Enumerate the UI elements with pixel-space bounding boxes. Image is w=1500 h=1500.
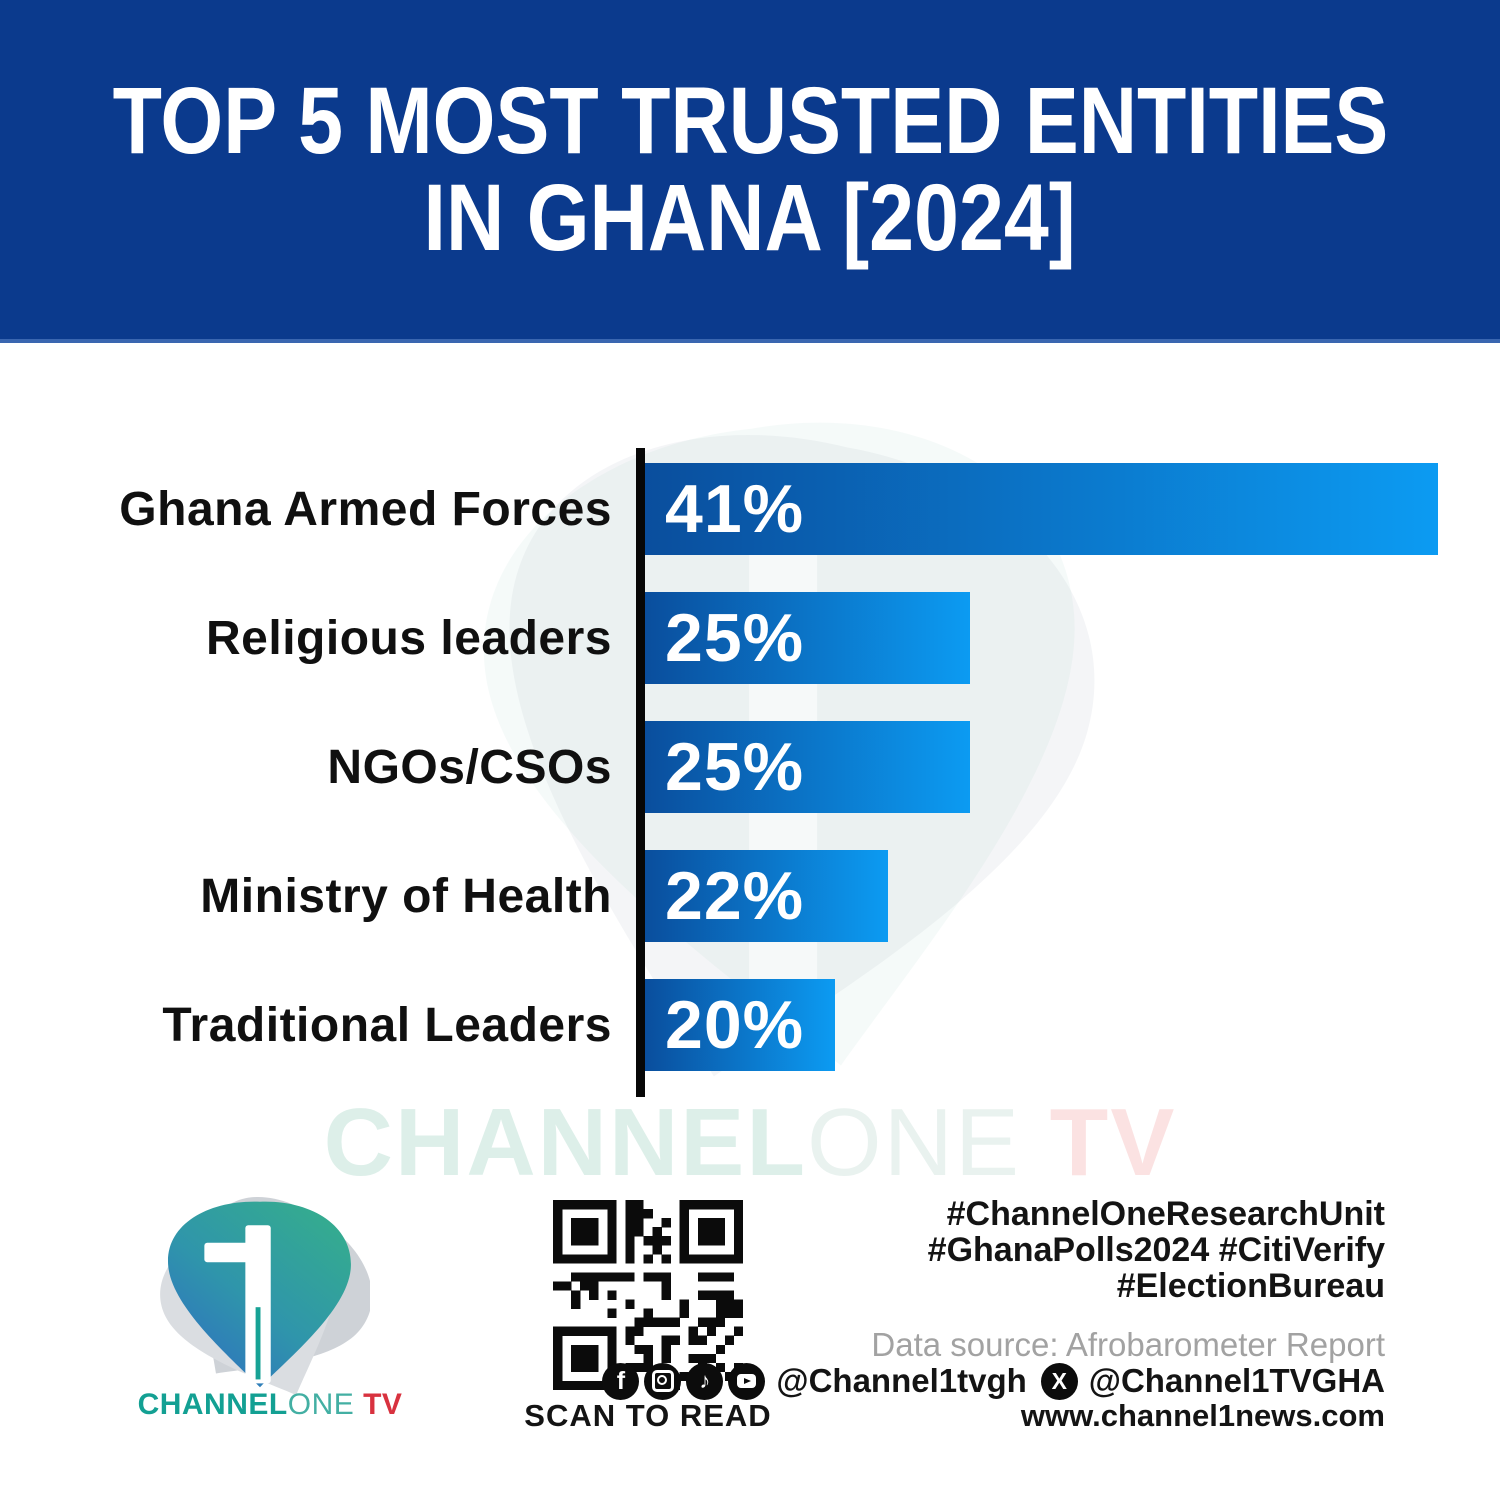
logo-wordmark-one: ONE: [287, 1388, 355, 1421]
social-row: f ♪ @Channel1tvgh X @Channel1TVGHA: [602, 1362, 1385, 1400]
logo-wordmark-channel: CHANNEL: [137, 1388, 288, 1421]
bar-traditional-leaders: 20%: [645, 979, 835, 1071]
facebook-icon[interactable]: f: [602, 1362, 640, 1400]
social-handle-main[interactable]: @Channel1tvgh: [776, 1362, 1027, 1399]
hashtag-line-3: #ElectionBureau: [1116, 1267, 1385, 1305]
website-url[interactable]: www.channel1news.com: [1020, 1398, 1385, 1433]
qr-caption: SCAN TO READ: [524, 1398, 772, 1433]
bar-value-label: 25%: [665, 729, 805, 805]
header-banner: TOP 5 MOST TRUSTED ENTITIES IN GHANA [20…: [0, 0, 1500, 343]
bar-value-label: 25%: [665, 600, 805, 676]
chart-axis-line: [636, 448, 645, 1097]
watermark-one: ONE: [806, 1089, 1021, 1196]
logo-wordmark-tv: TV: [354, 1388, 403, 1421]
bar-ngos-csos: 25%: [645, 721, 970, 813]
page-title-line-1: TOP 5 MOST TRUSTED ENTITIES: [112, 67, 1388, 174]
tiktok-icon[interactable]: ♪: [686, 1362, 724, 1400]
bar-value-label: 22%: [665, 858, 805, 934]
hashtag-line-1: #ChannelOneResearchUnit: [946, 1195, 1385, 1233]
category-label-ghana-armed-forces: Ghana Armed Forces: [119, 482, 612, 536]
watermark-channel: CHANNEL: [323, 1089, 807, 1196]
page-title-line-2: IN GHANA [2024]: [423, 164, 1077, 271]
bar-ministry-of-health: 22%: [645, 850, 888, 942]
category-label-ministry-of-health: Ministry of Health: [200, 869, 612, 923]
category-label-traditional-leaders: Traditional Leaders: [162, 998, 612, 1052]
bar-ghana-armed-forces: 41%: [645, 463, 1438, 555]
logo-wordmark: CHANNELONE TV: [115, 1388, 425, 1422]
bar-religious-leaders: 25%: [645, 592, 970, 684]
channel-one-logo: [160, 1196, 370, 1395]
data-source-note: Data source: Afrobarometer Report: [871, 1326, 1385, 1363]
channel-one-tv-watermark: CHANNELONE TV: [0, 1088, 1500, 1198]
hashtag-line-2: #GhanaPolls2024 #CitiVerify: [927, 1231, 1385, 1269]
category-label-ngos-csos: NGOs/CSOs: [327, 740, 612, 794]
watermark-tv: TV: [1021, 1089, 1177, 1196]
social-handle-x[interactable]: @Channel1TVGHA: [1088, 1362, 1385, 1399]
hashtags-block: #ChannelOneResearchUnit #GhanaPolls2024 …: [928, 1196, 1385, 1304]
category-label-religious-leaders: Religious leaders: [206, 611, 612, 665]
bar-value-label: 20%: [665, 987, 805, 1063]
youtube-icon[interactable]: [728, 1362, 766, 1400]
bar-value-label: 41%: [665, 471, 805, 547]
x-icon[interactable]: X: [1040, 1362, 1078, 1400]
instagram-icon[interactable]: [644, 1362, 682, 1400]
